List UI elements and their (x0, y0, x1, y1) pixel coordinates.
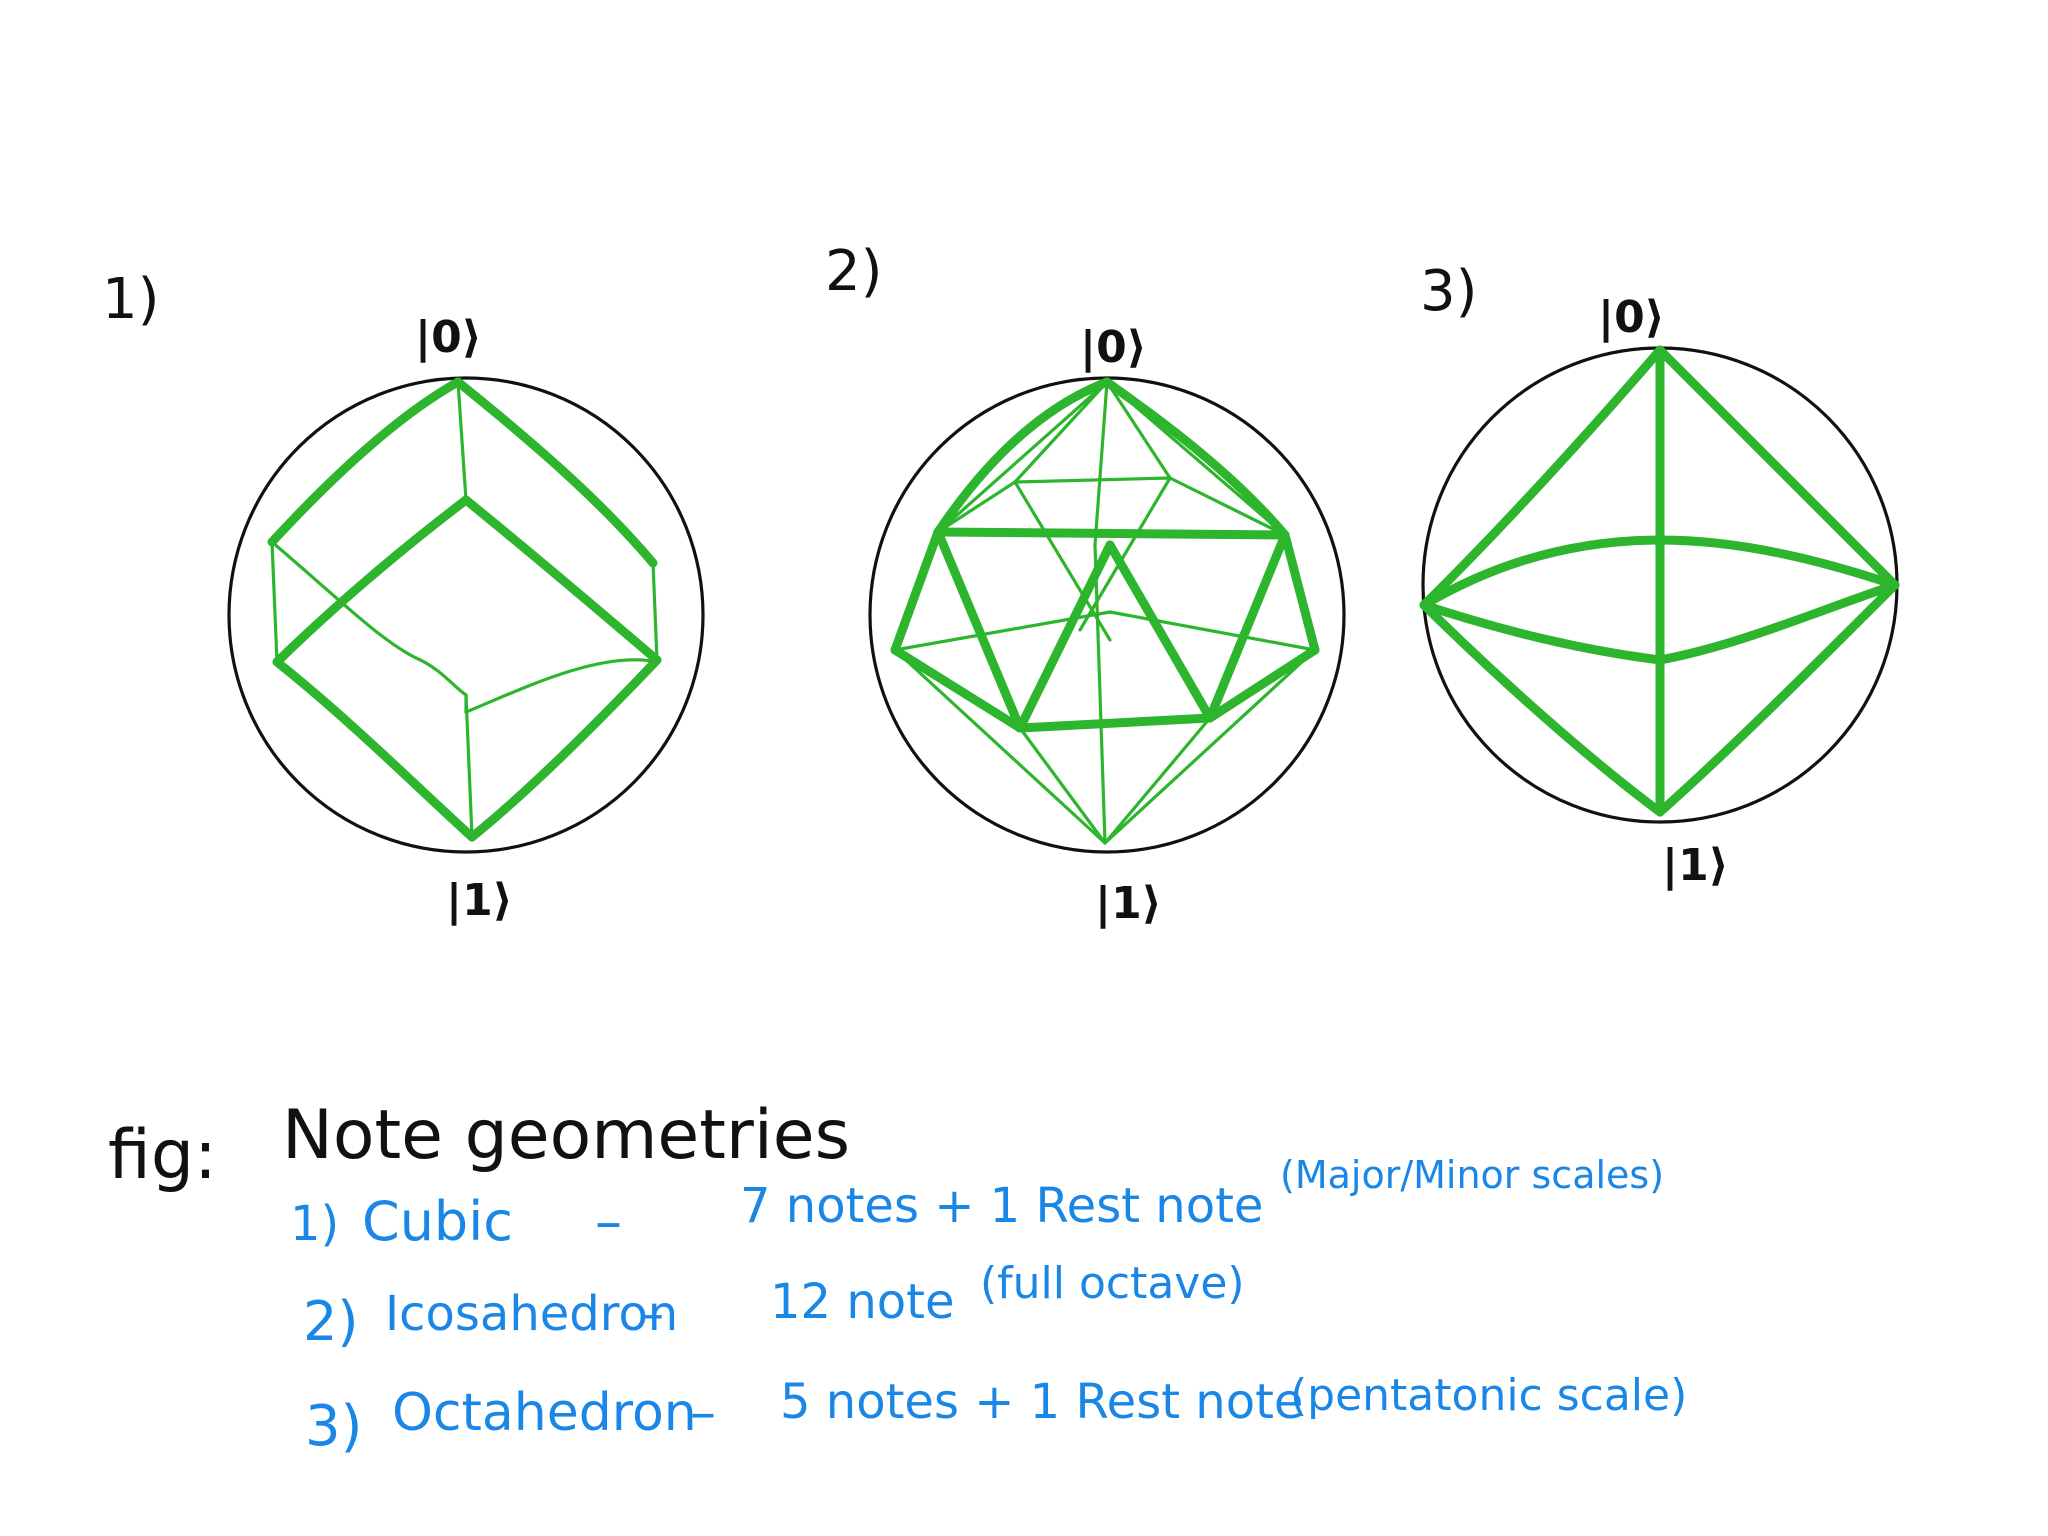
diagram-3-number: 3) (1420, 259, 1477, 324)
diagram-1-top-label: |0⟩ (415, 312, 482, 363)
legend: 1) Cubic – 7 notes + 1 Rest note (Major/… (290, 1153, 1687, 1459)
icosahedron-diagram: 2) |0⟩ |1⟩ (825, 239, 1346, 929)
legend-notes: 12 note (770, 1274, 954, 1330)
legend-row: 1) Cubic – 7 notes + 1 Rest note (Major/… (290, 1153, 1664, 1253)
legend-dash: – (690, 1383, 716, 1443)
legend-notes: 7 notes + 1 Rest note (740, 1178, 1263, 1234)
legend-shape: Icosahedron (385, 1286, 678, 1342)
cube-thick-edges (267, 377, 662, 842)
legend-dash: – (640, 1286, 664, 1342)
legend-row: 2) Icosahedron – 12 note (full octave) (303, 1258, 1245, 1353)
diagram-3-top-label: |0⟩ (1598, 292, 1665, 343)
legend-notes: 5 notes + 1 Rest note (780, 1374, 1303, 1430)
legend-note: (full octave) (980, 1258, 1245, 1309)
icosahedron-thick-edges (890, 377, 1320, 733)
diagram-3-bottom-label: |1⟩ (1662, 840, 1729, 891)
diagram-1-number: 1) (102, 267, 159, 332)
legend-note: (pentatonic scale) (1290, 1370, 1687, 1421)
legend-row: 3) Octahedron – 5 notes + 1 Rest note (p… (305, 1370, 1687, 1459)
diagram-2-number: 2) (825, 239, 882, 304)
figure-caption: fig: Note geometries (108, 1096, 850, 1195)
cube-thin-edges (270, 380, 659, 839)
legend-shape: Octahedron (392, 1383, 697, 1443)
legend-index: 3) (305, 1394, 362, 1459)
legend-dash: – (595, 1190, 622, 1253)
caption-title: Note geometries (282, 1096, 850, 1175)
octahedron-edges (1419, 345, 1900, 817)
icosahedron-bloch-sphere (868, 376, 1346, 854)
legend-index: 2) (303, 1290, 358, 1353)
diagram-2-bottom-label: |1⟩ (1095, 878, 1162, 929)
octahedron-diagram: 3) |0⟩ |1⟩ (1419, 259, 1900, 891)
legend-shape: Cubic (362, 1190, 513, 1253)
caption-prefix: fig: (108, 1116, 217, 1195)
legend-note: (Major/Minor scales) (1280, 1153, 1664, 1197)
diagram-1-bottom-label: |1⟩ (446, 875, 513, 926)
diagram-2-top-label: |0⟩ (1080, 322, 1147, 373)
cube-diagram: 1) |0⟩ |1⟩ (102, 267, 705, 926)
cube-bloch-sphere (227, 376, 705, 854)
legend-index: 1) (290, 1196, 339, 1252)
